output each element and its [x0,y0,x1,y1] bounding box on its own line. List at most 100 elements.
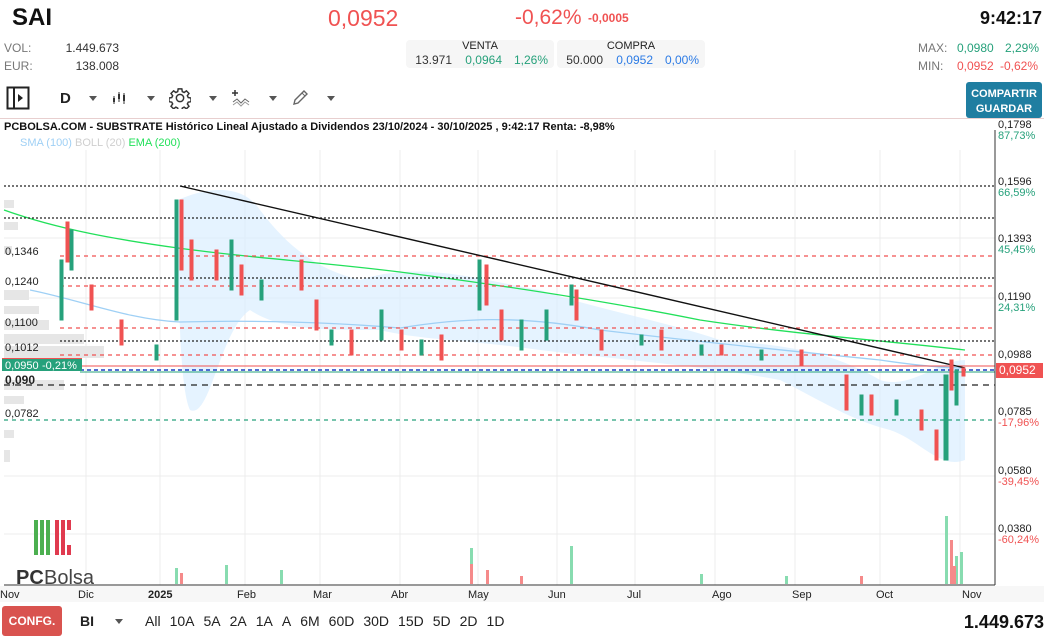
y-tick-4: 0,0988 [998,349,1032,361]
legend-boll[interactable]: BOLL (20) [75,137,126,149]
y-tick-pct-1: 66,59% [998,187,1036,199]
mode-select[interactable]: BI [80,613,94,629]
level-label-3: 0,1012 [5,342,39,354]
vol-label: VOL: [4,41,32,55]
x-axis-labels: Nov Dic 2025 Feb Mar Abr May Jun Jul Ago… [0,589,982,601]
min-value: 0,0952 [957,59,994,73]
x-tick-1: Dic [78,589,94,601]
level-label-2: 0,1100 [5,317,38,329]
y-tick-pct-5: -17,96% [998,417,1039,429]
left-level-labels: 0,1346 0,1240 0,1100 0,1012 [5,246,39,354]
y-tick-3: 0,1190 [998,291,1031,303]
change-percent: -0,62% [515,6,582,29]
last-update-time: 9:42:17 [979,8,1042,28]
range-1d[interactable]: 1D [486,613,505,629]
level-label-6: 0,0782 [5,408,39,420]
range-6m[interactable]: 6M [300,613,320,629]
y-tick-5: 0,0785 [998,406,1032,418]
x-tick-3: Feb [237,589,256,601]
candlestick-icon [112,92,125,104]
volume-bars [175,516,963,584]
venta-box: VENTA 13.971 0,0964 1,26% [406,40,554,68]
period-select[interactable]: D [60,90,97,107]
chart-toolbar: D [6,85,349,111]
settings-select[interactable] [168,87,217,109]
range-5d[interactable]: 5D [432,613,451,629]
ema-200-line [3,209,966,351]
venta-pct: 1,26% [513,53,548,67]
chevron-down-icon [326,95,335,101]
x-tick-9: Ago [712,589,732,601]
compra-price: 0,0952 [616,53,653,67]
compra-qty: 50.000 [566,53,603,67]
range-2a[interactable]: 2A [229,613,247,629]
legend-sma[interactable]: SMA (100) [20,137,72,149]
candles [59,199,966,461]
chevron-down-icon [268,95,277,101]
compra-box: COMPRA 50.000 0,0952 0,00% [557,40,705,68]
chevron-down-icon [208,95,217,101]
compra-label: COMPRA [606,40,656,52]
prev-close-tag [2,359,82,371]
price-chart[interactable]: 0,1346 0,1240 0,1100 0,1012 0,0950 -0,21… [0,118,1058,608]
share-label: COMPARTIR [971,87,1037,100]
svg-text:Bolsa: Bolsa [44,567,95,589]
y-tick-0: 0,1798 [998,119,1032,131]
level-label-5: 0,090 [5,373,35,387]
min-label: MIN: [918,59,944,73]
max-label: MAX: [918,41,948,55]
y-tick-pct-2: 45,45% [998,244,1036,256]
chevron-down-icon[interactable] [115,618,123,624]
min-pct: -0,62% [1000,59,1039,73]
share-save-button[interactable]: COMPARTIR GUARDAR [966,82,1042,118]
range-1a[interactable]: 1A [255,613,273,629]
vol-value: 1.449.673 [65,41,119,55]
y-axis-labels: 0,1798 87,73% 0,1596 66,59% 0,1393 45,45… [998,119,1039,546]
volume-profile [4,200,104,462]
x-tick-8: Jul [627,589,641,601]
y-tick-pct-6: -39,45% [998,476,1039,488]
bollinger-band [178,190,965,463]
venta-price: 0,0964 [465,53,502,67]
x-tick-5: Abr [391,589,408,601]
x-axis-band [0,586,1044,602]
range-15d[interactable]: 15D [398,613,424,629]
x-tick-0: Nov [0,589,20,601]
range-a[interactable]: A [281,613,292,629]
divider [0,118,1044,119]
x-tick-4: Mar [313,589,332,601]
range-30d[interactable]: 30D [363,613,390,629]
trend-line[interactable] [179,185,966,369]
range-selector: BI All 10A 5A 2A 1A A 6M 60D 30D 15D 5D … [80,613,513,629]
y-tick-1: 0,1596 [998,176,1032,188]
y-tick-pct-7: -60,24% [998,534,1039,546]
change-absolute: -0,0005 [588,11,629,25]
prev-close-pct: -0,21% [42,360,77,372]
range-5a[interactable]: 5A [203,613,221,629]
range-all[interactable]: All [145,613,161,629]
sidebar-toggle-button[interactable] [6,86,30,110]
x-tick-6: May [468,589,489,601]
compra-pct: 0,00% [664,53,699,67]
range-60d[interactable]: 60D [328,613,355,629]
max-pct: 2,29% [1005,41,1040,55]
pcbolsa-logo: PC Bolsa [16,520,95,589]
max-value: 0,0980 [957,41,994,55]
range-10a[interactable]: 10A [169,613,195,629]
x-tick-11: Oct [876,589,893,601]
chart-type-select[interactable] [111,90,155,106]
drawing-tools-select[interactable] [291,89,335,107]
sma-100-line [29,289,966,369]
current-price-tag [996,363,1043,378]
x-tick-12: Nov [962,589,982,601]
legend-ema[interactable]: EMA (200) [128,137,181,149]
support-resistance-lines [4,185,995,421]
y-tick-pct-0: 87,73% [998,130,1036,142]
chart-title: PCBOLSA.COM - SUBSTRATE Histórico Lineal… [4,121,615,133]
config-button[interactable]: CONFG. [2,606,62,636]
venta-qty: 13.971 [415,53,452,67]
range-2d[interactable]: 2D [459,613,478,629]
indicators-select[interactable] [231,89,277,107]
x-tick-2: 2025 [148,589,172,601]
